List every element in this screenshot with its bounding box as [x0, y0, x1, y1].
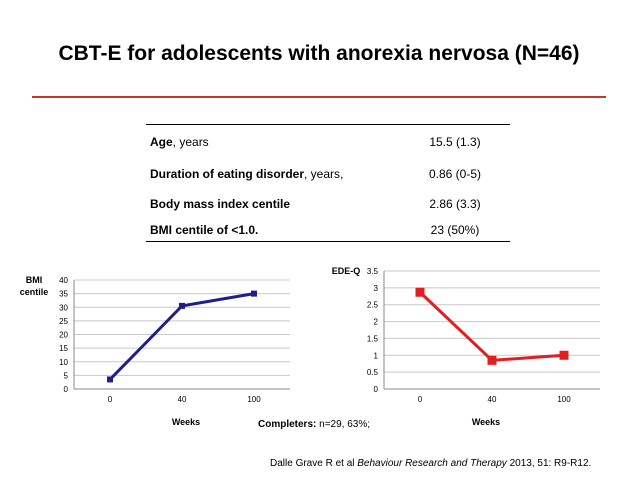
y-tick-label: 0	[64, 385, 69, 394]
y-tick-label: 3.5	[367, 267, 379, 276]
completers-note: Completers: n=29, 63%;	[258, 419, 371, 430]
x-tick-label: 100	[557, 395, 571, 404]
x-tick-label: 40	[178, 395, 187, 404]
data-point	[487, 355, 497, 365]
series-line	[418, 291, 565, 362]
row-value: 0.86 (0-5)	[428, 167, 482, 181]
y-tick-label: 35	[59, 290, 68, 299]
y-tick-label: 0.5	[367, 368, 379, 377]
x-tick-label: 0	[108, 395, 113, 404]
row-value: 15.5 (1.3)	[429, 135, 481, 149]
table-row: Body mass index centile 2.86 (3.3)	[146, 189, 510, 219]
table-row: Duration of eating disorder, years, 0.86…	[146, 159, 510, 189]
table-row: BMI centile of <1.0. 23 (50%)	[146, 219, 510, 242]
data-point	[559, 350, 569, 360]
y-tick-label: 10	[59, 358, 68, 367]
y-axis-label: BMI	[26, 275, 43, 285]
citation: Dalle Grave R et al Behaviour Research a…	[270, 458, 592, 469]
y-tick-label: 1.5	[367, 334, 379, 343]
slide-title: CBT-E for adolescents with anorexia nerv…	[58, 42, 580, 65]
y-tick-label: 2.5	[367, 301, 379, 310]
data-point	[107, 376, 113, 383]
x-tick-label: 40	[488, 395, 497, 404]
demographics-table: Age, years 15.5 (1.3) Duration of eating…	[146, 124, 510, 242]
x-tick-label: 0	[418, 395, 423, 404]
y-tick-label: 30	[59, 303, 68, 312]
row-value: 23 (50%)	[430, 223, 480, 237]
y-tick-label: 3	[374, 284, 379, 293]
y-tick-label: 2	[374, 318, 379, 327]
x-axis-label: Weeks	[172, 417, 200, 427]
data-point	[415, 287, 425, 297]
y-tick-label: 25	[59, 317, 68, 326]
row-label: Duration of eating disorder, years,	[150, 167, 344, 181]
row-label: BMI centile of <1.0.	[150, 223, 259, 237]
bmi-centile-chart: 0 5 10 15 20 25 30 35 40 0 40 100 BMI centile Weeks	[20, 275, 290, 427]
edeq-chart: 0 0.5 1 1.5 2 2.5 3 3.5 0 40 100 EDE-Q Weeks	[332, 266, 600, 427]
data-point	[251, 290, 257, 297]
row-value: 2.86 (3.3)	[429, 197, 481, 211]
y-tick-label: 20	[59, 331, 68, 340]
y-tick-label: 15	[59, 344, 68, 353]
y-tick-label: 1	[374, 351, 379, 360]
x-axis-label: Weeks	[472, 417, 500, 427]
data-point	[179, 302, 185, 309]
y-tick-label: 5	[64, 371, 69, 380]
y-tick-label: 40	[59, 276, 68, 285]
table-row: Age, years 15.5 (1.3)	[146, 125, 510, 160]
y-axis-label: centile	[20, 287, 49, 297]
y-axis-label: EDE-Q	[332, 266, 361, 276]
row-label: Body mass index centile	[150, 197, 291, 211]
y-tick-label: 0	[374, 385, 379, 394]
x-tick-label: 100	[247, 395, 261, 404]
title-divider	[32, 96, 606, 98]
row-label: Age, years	[150, 135, 209, 149]
